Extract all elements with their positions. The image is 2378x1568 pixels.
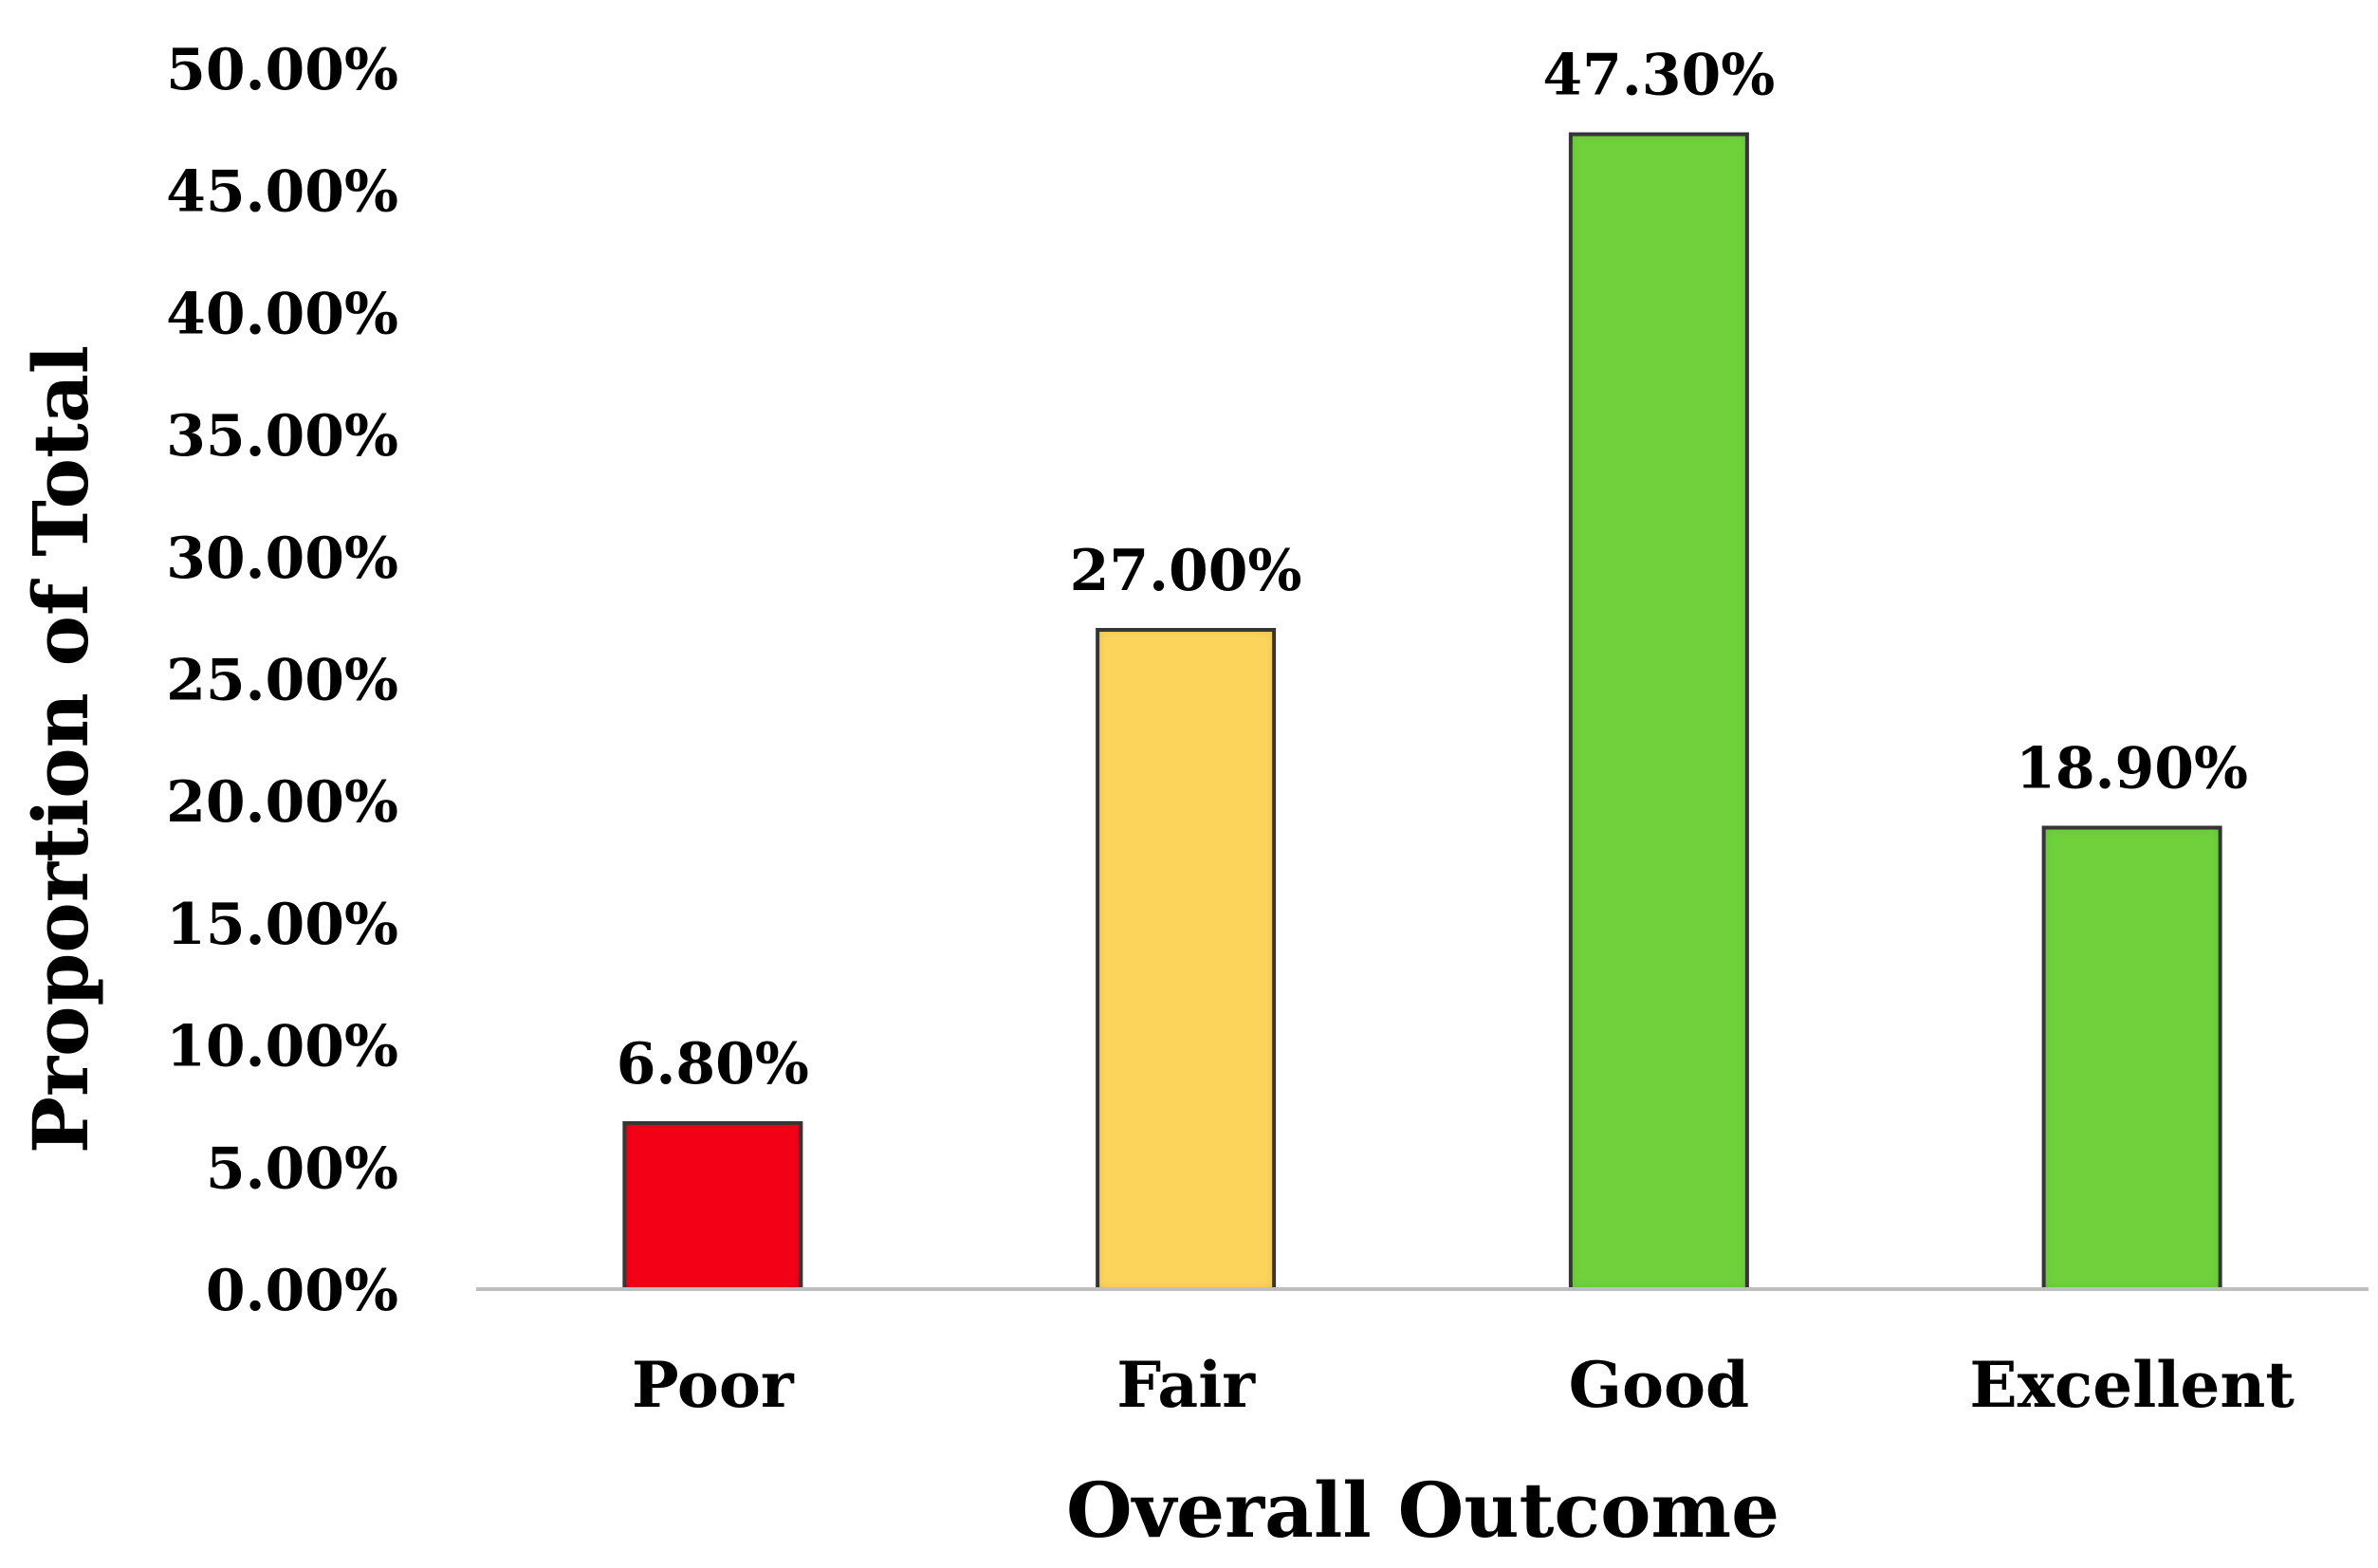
x-tick-label-excellent: Excellent <box>1969 1348 2295 1422</box>
y-tick-label: 40.00% <box>166 281 398 347</box>
y-axis-title: Proportion of Total <box>16 345 105 1153</box>
data-label-excellent: 18.90% <box>2016 736 2248 802</box>
x-axis-tick-labels: Poor Fair Good Excellent <box>632 1348 2295 1422</box>
y-axis-tick-labels: 0.00% 5.00% 10.00% 15.00% 20.00% 25.00% 30.00%… <box>166 37 398 1324</box>
x-tick-label-fair: Fair <box>1116 1348 1256 1422</box>
data-label-poor: 6.80% <box>617 1031 809 1098</box>
bar-poor <box>622 1120 803 1292</box>
data-label-good: 47.30% <box>1542 42 1775 108</box>
y-tick-label: 25.00% <box>166 648 398 714</box>
x-axis-title: Overall Outcome <box>1066 1466 1779 1555</box>
x-tick-label-poor: Poor <box>632 1348 795 1422</box>
y-tick-label: 5.00% <box>206 1135 398 1202</box>
data-labels-group: 6.80% 27.00% 47.30% 18.90% <box>617 42 2248 1097</box>
y-tick-label: 45.00% <box>166 159 398 226</box>
bars-group <box>622 132 2222 1292</box>
y-tick-label: 50.00% <box>166 37 398 103</box>
y-tick-label: 30.00% <box>166 526 398 592</box>
bar-fair <box>1096 628 1277 1291</box>
data-label-fair: 27.00% <box>1070 538 1302 604</box>
x-tick-label-good: Good <box>1569 1348 1750 1422</box>
bar-excellent <box>2041 825 2222 1291</box>
y-tick-label: 15.00% <box>166 892 398 958</box>
y-tick-label: 10.00% <box>166 1014 398 1080</box>
y-tick-label: 0.00% <box>206 1258 398 1324</box>
y-tick-label: 20.00% <box>166 769 398 836</box>
y-tick-label: 35.00% <box>166 403 398 470</box>
bar-good <box>1568 132 1749 1291</box>
